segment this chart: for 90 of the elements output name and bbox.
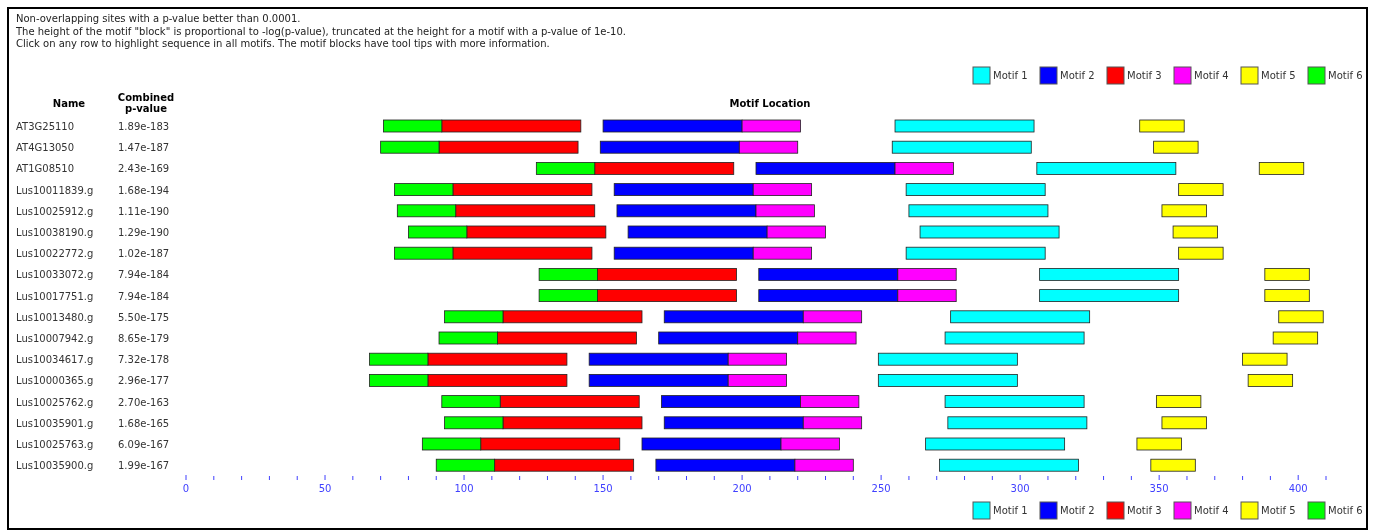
y-tick-label: Lus10035900.g [16,460,94,472]
bar [905,246,1046,260]
bar [944,331,1085,345]
y2-tick-label: 7.94e-184 [118,269,170,281]
bar [944,395,1085,408]
bar [1161,204,1207,218]
bar [908,204,1049,218]
y2-tick-label: 1.68e-194 [118,184,170,196]
y-tick-label: Lus10025912.g [16,205,94,217]
bar [919,225,1060,239]
y2-tick-label: 2.43e-169 [118,163,170,175]
y-tick-label: Lus10000365.g [16,375,94,387]
bar [1258,162,1305,175]
bar [1278,310,1324,324]
bar [939,458,1079,472]
y2-tick-label: 1.47e-187 [118,142,170,154]
bar [891,140,1032,154]
bar [1155,395,1202,408]
y-tick-label: Lus10017751.g [16,290,94,302]
y-tick-label: AT3G25110 [16,121,75,132]
bar [1150,458,1196,472]
bar [1139,119,1185,133]
bar [947,416,1088,430]
y2-tick-label: 1.99e-167 [118,460,170,472]
legend-label: Motif 3 [1127,505,1162,516]
y2-tick-label: 6.09e-167 [118,439,170,450]
bar [925,437,1066,451]
bar [1039,289,1180,302]
bar [1136,437,1182,451]
bar [877,374,1018,387]
bar [1178,183,1224,196]
bar [1039,268,1180,281]
bar [905,183,1046,196]
bar [1264,289,1310,302]
legend-label: Motif 4 [1194,505,1229,516]
y2-tick-label: 1.68e-165 [118,417,170,429]
y2-tick-label: 7.32e-178 [118,354,170,366]
y2-tick-label: 8.65e-179 [118,333,170,344]
legend-label: Motif 6 [1328,505,1363,516]
y2-tick-label: 2.96e-177 [118,375,170,387]
bar [1247,374,1294,387]
y2-tick-label: 1.89e-183 [118,121,170,132]
bar [894,119,1035,133]
bar [1272,331,1319,345]
x-tick-label: 400 [1288,483,1308,494]
y-tick-label: AT1G08510 [16,163,75,175]
bar [1153,140,1199,154]
x-tick-label: 250 [871,483,891,494]
y2-axis-title: Combined p-value [117,92,175,114]
x-tick-label: 350 [1149,483,1169,494]
y2-tick-label: 1.02e-187 [118,248,170,260]
y2-tick-label: 2.70e-163 [118,396,170,408]
y-tick-label: Lus10011839.g [16,184,94,196]
x-tick-label: 300 [1010,483,1030,494]
bar [1172,225,1218,239]
y-tick-label: Lus10034617.g [16,354,94,366]
bar [950,310,1091,324]
y-tick-label: Lus10038190.g [16,227,94,238]
bar [1161,416,1207,430]
legend-label: Motif 5 [1261,505,1296,516]
bar [1178,246,1224,260]
repeated-key: Motif 1 Motif 2 Motif 3 Motif 4 Motif 5 Motif 6 [972,66,1363,85]
y-axis-title: Name [52,98,86,109]
y2-tick-label: 1.29e-190 [118,227,170,238]
x-tick-label: 150 [593,483,613,494]
bar [877,352,1018,366]
bar [1036,162,1177,175]
y2-tick-label: 1.11e-190 [118,205,170,217]
y2-tick-label: 5.50e-175 [118,311,170,323]
x-tick-label: 50 [318,483,332,494]
y-tick-label: Lus10025762.g [16,396,94,408]
bar [1242,352,1288,366]
y-tick-label: Lus10022772.g [16,248,94,260]
y-tick-label: Lus10013480.g [16,311,94,323]
y-tick-label: AT4G13050 [16,142,75,154]
y-tick-label: Lus10007942.g [16,333,94,344]
x-tick-label: 200 [732,483,752,494]
y2-tick-label: 7.94e-184 [118,290,170,302]
y-tick-label: Lus10025763.g [16,439,94,450]
x-tick-label: 0 [182,483,190,494]
text: Click on any row to highlight sequence in all motifs. The motif blocks have tool tips with more information. [16,38,550,49]
text: The height of the motif "block" is proportional to -log(p-value), truncated at the height for a motif with a p-value of 1e-10. [15,25,627,37]
legend-label: Motif 1 [993,505,1028,516]
x-tick-label: 100 [454,483,474,494]
bar [1264,268,1310,281]
y-tick-label: Lus10033072.g [16,269,94,281]
y-tick-label: Lus10035901.g [16,417,94,429]
legend-label: Motif 2 [1060,505,1095,516]
text: Non-overlapping sites with a p-value better than 0.0001. [16,13,301,24]
x-axis-title: Motif Location [729,98,811,109]
